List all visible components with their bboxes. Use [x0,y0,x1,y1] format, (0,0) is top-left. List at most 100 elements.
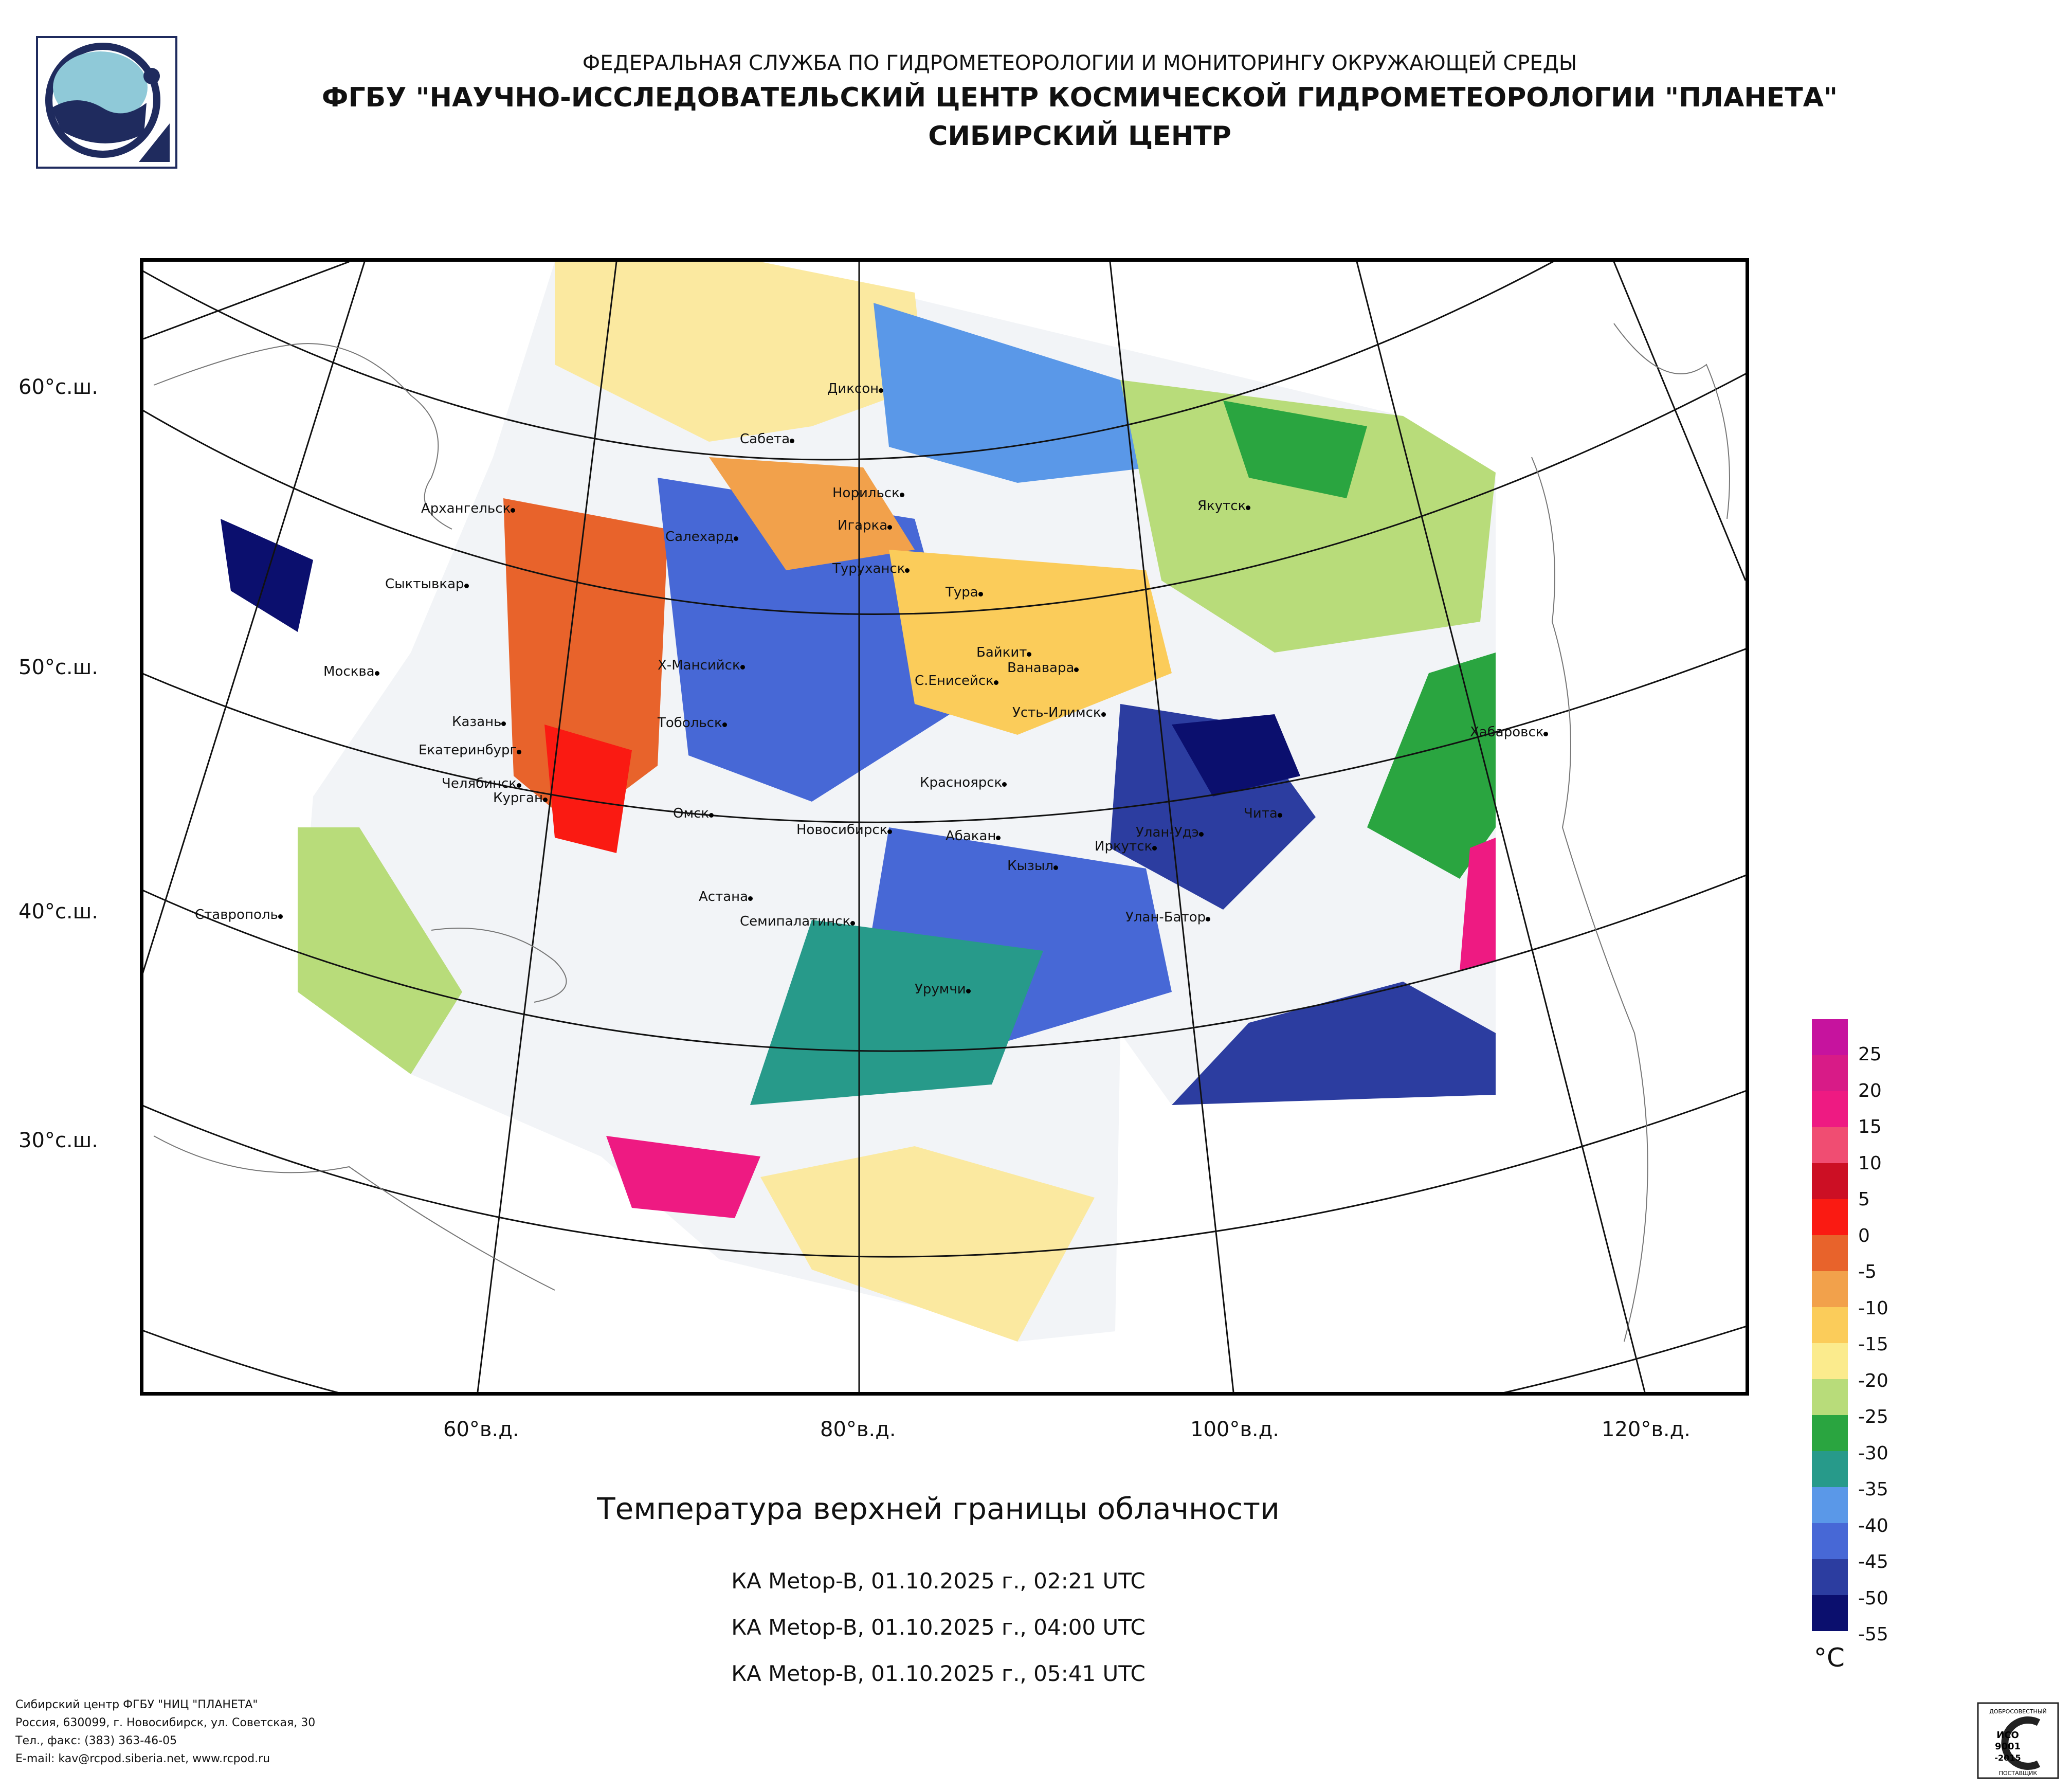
legend-swatch [1812,1523,1848,1559]
legend-label: -30 [1858,1442,1888,1464]
legend-label: 0 [1858,1225,1870,1246]
city-dot [1206,917,1211,921]
city-dot [501,721,506,726]
pass-2: КА Metop-B, 01.10.2025 г., 04:00 UTC [731,1615,1146,1640]
longitude-label: 100°в.д. [1190,1418,1280,1441]
city-dot [748,896,753,901]
city-dot [966,989,971,993]
city-label: Ванавара [1007,660,1079,676]
city-name: Хабаровск [1470,725,1544,740]
city-label: Туруханск [832,561,910,576]
city-dot [899,493,904,497]
city-dot [1198,832,1204,837]
cert-year: -2015 [1994,1753,2021,1763]
city-dot [1053,865,1058,870]
city-label: Урумчи [915,982,971,997]
legend-swatch [1812,1091,1848,1127]
legend-label: 10 [1858,1152,1882,1174]
legend-swatch [1812,1307,1848,1343]
city-label: Усть-Илимск [1012,705,1106,720]
city-dot [905,568,910,573]
legend-swatch [1812,1451,1848,1487]
city-label: Байкит [976,645,1032,660]
city-name: Салехард [665,529,734,545]
city-label: Красноярск [920,775,1007,790]
legend-label: -10 [1858,1297,1888,1319]
map-canvas [143,262,1746,1392]
city-name: Байкит [976,645,1027,660]
city-label: Якутск [1197,498,1251,514]
city-name: Якутск [1197,498,1246,514]
city-label: Казань [452,714,506,730]
graticule [143,262,1746,1392]
city-dot [278,914,283,919]
legend-swatch [1812,1343,1848,1379]
legend-swatch [1812,1487,1848,1523]
satellite-swath [221,262,1496,1342]
city-name: Архангельск [421,501,511,516]
city-name: Иркутск [1095,839,1153,854]
legend-label: -35 [1858,1479,1888,1500]
city-name: С.Енисейск [915,673,994,689]
latitude-label: 30°с.ш. [19,1129,98,1152]
city-dot [517,750,522,754]
city-name: Урумчи [915,982,966,997]
city-label: Челябинск [442,776,522,791]
city-dot [1543,732,1549,736]
legend-label: -55 [1858,1624,1888,1645]
city-name: Усть-Илимск [1012,705,1101,720]
footer-phone: Тел., факс: (383) 363-46-05 [15,1734,177,1747]
city-label: Игарка [838,518,893,533]
city-label: Абакан [946,828,1001,844]
city-label: Иркутск [1095,839,1157,854]
city-dot [374,671,379,676]
city-label: Х-Мансийск [658,658,745,673]
city-label: Улан-Батор [1125,910,1211,925]
city-dot [1152,846,1157,851]
city-name: Курган [493,790,543,806]
city-dot [511,508,516,513]
latitude-label: 40°с.ш. [19,900,98,924]
city-name: Ставрополь [195,907,278,922]
city-name: Челябинск [442,776,517,791]
pass-1: КА Metop-B, 01.10.2025 г., 02:21 UTC [731,1568,1146,1594]
legend-label: -15 [1858,1334,1888,1355]
city-label: Сабета [740,431,795,447]
city-label: Чита [1244,806,1282,821]
legend-swatch [1812,1271,1848,1307]
city-name: Семипалатинск [740,914,851,929]
map-title: Температура верхней границы облачности [597,1491,1280,1526]
city-name: Омск [673,806,710,821]
legend-label: 5 [1858,1189,1870,1210]
legend-swatch [1812,1127,1848,1163]
city-dot [1246,505,1251,510]
city-dot [887,829,893,834]
longitude-label: 60°в.д. [443,1418,519,1441]
city-name: Новосибирск [796,822,888,838]
city-name: Улан-Удэ [1136,825,1199,840]
legend-swatch [1812,1055,1848,1091]
city-dot [850,921,856,926]
city-name: Чита [1244,806,1278,821]
legend-swatch [1812,1559,1848,1595]
footer-org: Сибирский центр ФГБУ "НИЦ "ПЛАНЕТА" [15,1698,258,1711]
city-dot [1101,712,1106,717]
city-dot [517,783,522,788]
city-dot [879,388,884,393]
pass-3: КА Metop-B, 01.10.2025 г., 05:41 UTC [731,1661,1146,1686]
city-dot [1002,782,1007,787]
legend-swatch [1812,1019,1848,1055]
city-label: Архангельск [421,501,516,516]
city-name: Абакан [946,828,996,844]
city-label: Ставрополь [195,907,283,922]
cert-top: ДОБРОСОВЕСТНЫЙ [1989,1708,2047,1715]
city-dot [733,536,738,541]
city-label: Кызыл [1007,858,1058,874]
latitude-label: 60°с.ш. [19,375,98,399]
legend-label: 20 [1858,1080,1882,1101]
city-label: Новосибирск [796,822,893,838]
city-name: Тура [946,585,978,600]
legend-swatch [1812,1595,1848,1631]
city-label: Курган [493,790,548,806]
longitude-label: 80°в.д. [820,1418,896,1441]
